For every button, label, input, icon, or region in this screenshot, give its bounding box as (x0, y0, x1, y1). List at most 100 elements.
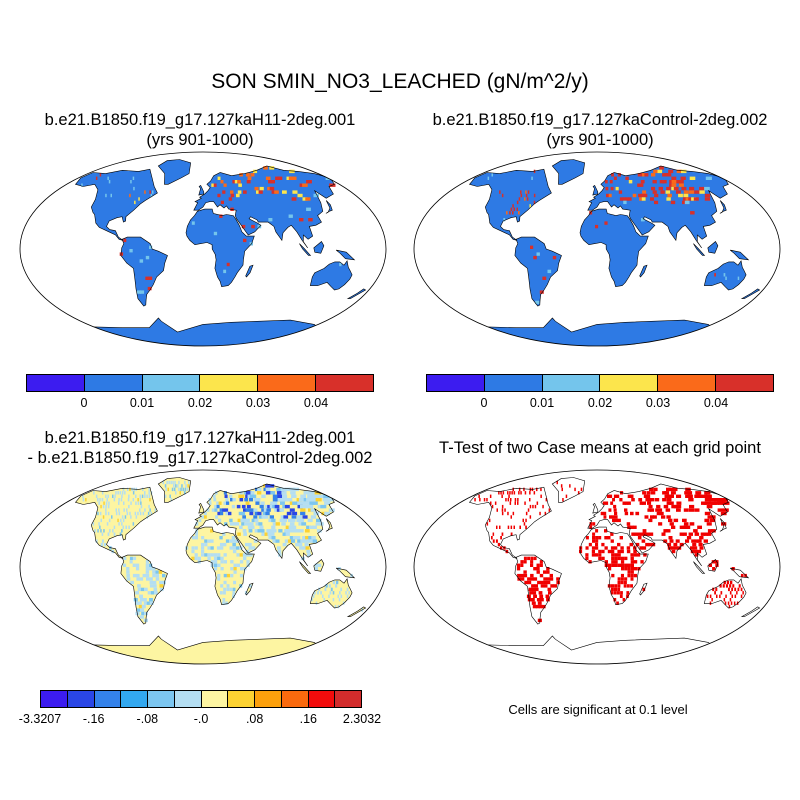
colorbar-bottom-left-swatch (308, 691, 336, 707)
grid-cell (242, 553, 247, 557)
grid-cell (703, 539, 708, 543)
colorbar-bottom-left-swatch (67, 691, 95, 707)
grid-cell (120, 498, 123, 502)
grid-cell (644, 173, 649, 177)
grid-cell (523, 573, 528, 578)
grid-cell (223, 580, 227, 585)
grid-cell (533, 200, 536, 205)
grid-cell (676, 190, 681, 194)
grid-cell (671, 180, 677, 184)
grid-cell (611, 560, 615, 564)
colorbar-top-right-tick-label: 0.03 (645, 396, 671, 410)
coastline (185, 208, 255, 288)
grid-cell (642, 491, 647, 495)
grid-cell (710, 529, 716, 533)
grid-cell (511, 491, 513, 495)
grid-cell (165, 487, 167, 492)
grid-cell (194, 556, 198, 561)
grid-cell (152, 570, 156, 574)
grid-cell (523, 556, 527, 561)
grid-cell (218, 518, 222, 523)
grid-cell (574, 487, 576, 492)
grid-cell (633, 546, 637, 550)
grid-cell (242, 515, 246, 519)
grid-cell (133, 598, 138, 602)
grid-cell (302, 515, 308, 519)
grid-cell (101, 532, 104, 536)
grid-cell (529, 504, 532, 509)
colorbar-top-left-swatch (142, 375, 201, 391)
grid-cell (531, 584, 535, 588)
grid-cell (683, 522, 689, 526)
grid-cell (595, 546, 599, 550)
grid-cell (105, 494, 107, 498)
grid-cell (195, 532, 198, 536)
grid-cell (283, 515, 289, 519)
grid-cell (129, 560, 133, 564)
grid-cell (183, 491, 186, 495)
grid-cell (646, 494, 651, 498)
grid-cell (697, 539, 702, 543)
grid-cell (124, 515, 127, 519)
grid-cell (248, 491, 253, 495)
grid-cell (595, 539, 599, 543)
grid-cell (640, 180, 645, 184)
grid-cell (614, 553, 618, 557)
grid-cell (501, 494, 503, 498)
grid-cell (266, 529, 271, 533)
grid-cell (516, 207, 518, 211)
grid-cell (683, 190, 689, 194)
grid-cell (254, 529, 259, 533)
grid-cell (509, 491, 511, 495)
grid-cell (121, 494, 123, 498)
grid-cell (694, 532, 700, 536)
grid-cell (694, 508, 700, 512)
grid-cell (525, 518, 527, 523)
grid-cell (324, 511, 330, 516)
grid-cell (204, 553, 208, 557)
land-region (80, 636, 321, 664)
grid-cell (297, 193, 303, 198)
grid-cell (315, 601, 318, 605)
grid-cell (701, 494, 708, 498)
grid-cell (132, 563, 136, 567)
grid-cell (654, 498, 660, 502)
grid-cell (710, 518, 716, 523)
grid-cell (722, 508, 729, 512)
grid-cell (630, 494, 634, 498)
grid-cell (723, 580, 726, 585)
grid-cell (284, 529, 289, 533)
grid-cell (694, 190, 700, 194)
grid-cell (241, 522, 245, 526)
grid-cell (258, 515, 263, 519)
grid-cell (626, 584, 630, 588)
grid-cell (654, 200, 659, 205)
grid-cell (686, 491, 693, 495)
grid-cell (278, 529, 283, 533)
grid-cell (544, 511, 547, 516)
grid-cell (650, 498, 655, 502)
panel-title-bottom-left: b.e21.B1850.f19_g17.127kaH11-2deg.001 - … (0, 428, 400, 468)
grid-cell (219, 542, 224, 547)
grid-cell (681, 169, 687, 174)
grid-cell (149, 508, 151, 512)
colorbar-bottom-left-tick-label: -.16 (82, 712, 105, 726)
grid-cell (293, 529, 298, 533)
grid-cell (217, 573, 221, 578)
grid-cell (532, 604, 537, 609)
grid-cell (700, 532, 706, 536)
main-title: SON SMIN_NO3_LEACHED (gN/m^2/y) (211, 70, 589, 93)
grid-cell (152, 190, 154, 194)
colorbar-bottom-left-swatch (255, 691, 282, 707)
grid-cell (685, 197, 691, 201)
grid-cell (213, 183, 217, 187)
grid-cell (274, 504, 280, 509)
colorbar-top-left-swatch (84, 375, 143, 391)
panel-title-top-right: b.e21.B1850.f19_g17.127kaControl-2deg.00… (400, 110, 800, 150)
grid-cell (579, 549, 583, 554)
grid-cell (546, 570, 550, 574)
colorbar-top-right-tick-label: 0.01 (529, 396, 555, 410)
grid-cell (688, 532, 693, 536)
grid-cell (217, 193, 221, 198)
colorbar-bottom-left-tick-label: -3.3207 (18, 712, 62, 726)
